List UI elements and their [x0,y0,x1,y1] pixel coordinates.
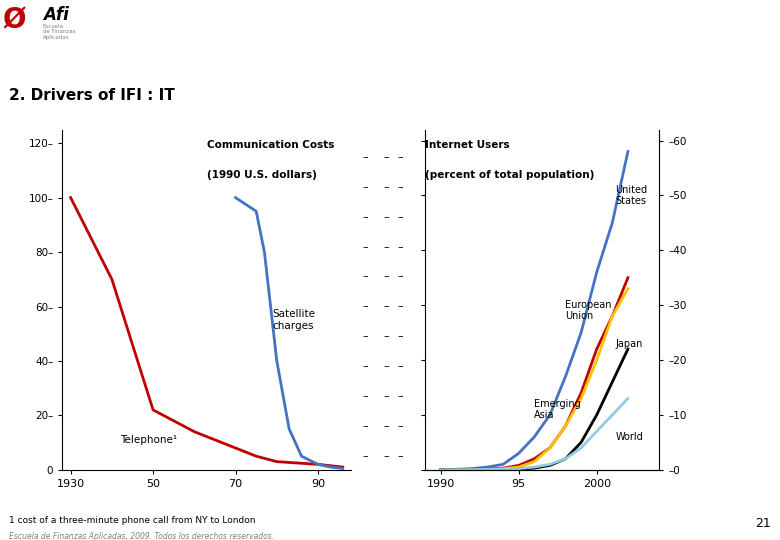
Text: –: – [383,332,389,341]
Text: (percent of total population): (percent of total population) [425,171,594,180]
Text: –: – [383,182,389,192]
Text: –: – [363,152,368,162]
Text: –: – [397,421,402,431]
Text: Communication Costs: Communication Costs [207,140,334,150]
Text: –: – [383,241,389,252]
Text: –: – [383,272,389,281]
Text: Satellite
charges: Satellite charges [273,309,316,331]
Text: –: – [397,301,402,312]
Text: –: – [363,272,368,281]
Text: United
States: United States [615,185,647,206]
Text: –: – [383,451,389,461]
Text: –: – [363,332,368,341]
Text: –: – [397,361,402,372]
Text: World: World [615,432,644,442]
Text: –: – [383,361,389,372]
Text: European
Union: European Union [566,300,612,321]
Text: –: – [363,392,368,401]
Text: –: – [397,451,402,461]
Text: 21: 21 [755,517,771,530]
Text: Emerging
Asia: Emerging Asia [534,399,581,420]
Text: Afi: Afi [43,6,69,24]
Text: –: – [397,152,402,162]
Text: –: – [363,301,368,312]
Text: –: – [383,212,389,222]
Text: –: – [397,212,402,222]
Text: –: – [397,332,402,341]
Text: –: – [363,451,368,461]
Text: Japan: Japan [615,339,643,349]
Text: –: – [363,361,368,372]
Text: 2. Drivers of IFI : IT: 2. Drivers of IFI : IT [9,87,175,103]
Text: Escuela
de Finanzas
Aplicadas: Escuela de Finanzas Aplicadas [43,24,76,40]
Text: –: – [363,241,368,252]
Text: Escuela de Finanzas Aplicadas, 2009. Todos los derechos reservados.: Escuela de Finanzas Aplicadas, 2009. Tod… [9,532,275,540]
Text: –: – [383,392,389,401]
Text: –: – [363,212,368,222]
Text: –: – [383,301,389,312]
Text: Telephone¹: Telephone¹ [120,435,177,445]
Text: 1 cost of a three-minute phone call from NY to London: 1 cost of a three-minute phone call from… [9,516,256,525]
Text: –: – [397,272,402,281]
Text: (1990 U.S. dollars): (1990 U.S. dollars) [207,171,317,180]
Text: –: – [383,421,389,431]
Text: –: – [363,182,368,192]
Text: –: – [397,392,402,401]
Text: Internet Users: Internet Users [425,140,509,150]
Text: –: – [363,421,368,431]
Text: Ø: Ø [2,6,26,34]
Text: –: – [383,152,389,162]
Text: Integración Financiera Internacional y Crisis Financieras Internacionales. Emili: Integración Financiera Internacional y C… [9,56,434,66]
Text: –: – [397,241,402,252]
Text: –: – [397,182,402,192]
